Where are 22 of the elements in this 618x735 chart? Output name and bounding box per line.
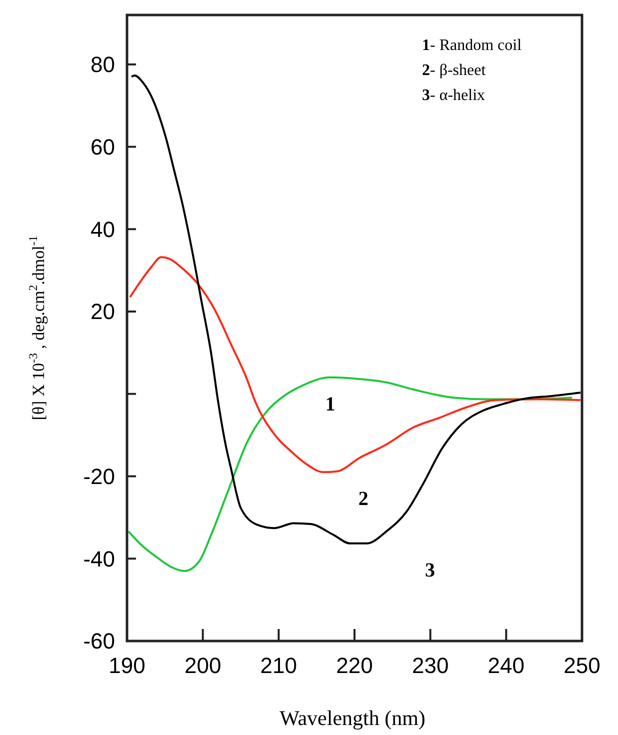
x-tick-label: 210	[260, 653, 298, 678]
y-tick-label: 20	[90, 299, 115, 324]
y-tick-label: -20	[83, 464, 115, 489]
x-tick-label: 190	[108, 653, 146, 678]
x-tick-label: 200	[184, 653, 222, 678]
x-tick-label: 240	[488, 653, 525, 678]
series-label: 2	[358, 488, 368, 510]
annotation: 1- Random coil	[422, 37, 522, 54]
annotation: 2- β-sheet	[422, 62, 486, 79]
x-tick-label: 230	[412, 653, 449, 678]
x-tick-label: 250	[564, 653, 600, 678]
y-tick-label: 40	[90, 216, 115, 242]
x-axis-title: Wavelength (nm)	[280, 706, 426, 730]
y-tick-label: -40	[83, 546, 115, 572]
x-tick-label: 220	[336, 653, 373, 678]
y-tick-label: -60	[83, 628, 115, 654]
annotation: 3- α-helix	[422, 87, 486, 104]
text: 3	[424, 559, 435, 582]
line-series	[129, 256, 582, 474]
y-tick-label: 80	[90, 52, 115, 78]
series-label: 1	[325, 393, 336, 416]
y-tick-label: 60	[90, 134, 115, 160]
